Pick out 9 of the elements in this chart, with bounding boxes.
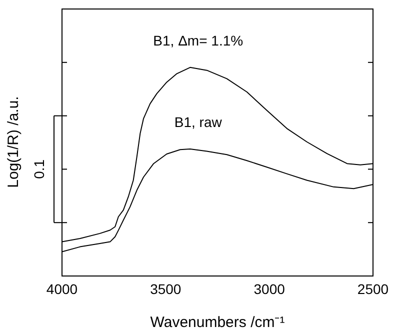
series-label: B1, Δm= 1.1% xyxy=(153,32,244,48)
text: 0.1 xyxy=(31,159,47,179)
x-axis-title: Wavenumbers /cm⁻¹ xyxy=(150,314,285,331)
x-tick-label: 2500 xyxy=(357,280,389,297)
x-tick-label: 3000 xyxy=(254,280,286,297)
x-tick-label: 4000 xyxy=(46,280,78,297)
x-tick-label: 3500 xyxy=(150,280,182,297)
y-axis-title: Log(1/R) /a.u. xyxy=(5,96,22,188)
series-label: B1, raw xyxy=(174,114,223,130)
